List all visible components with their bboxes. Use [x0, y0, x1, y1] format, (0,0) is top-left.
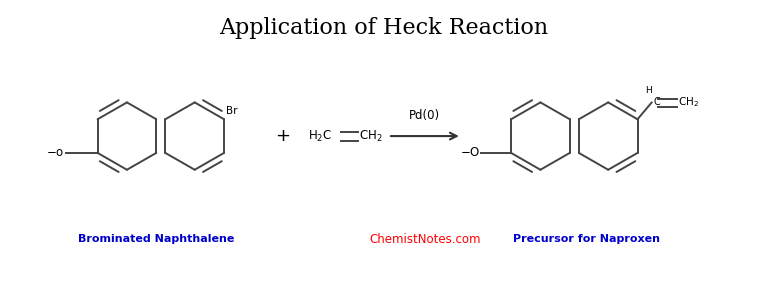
- Text: ChemistNotes.com: ChemistNotes.com: [369, 233, 481, 246]
- Text: Br: Br: [226, 106, 237, 116]
- Text: $\mathregular{CH_2}$: $\mathregular{CH_2}$: [677, 96, 699, 109]
- Text: C: C: [654, 96, 660, 107]
- Text: H: H: [645, 86, 652, 95]
- Text: $-$o: $-$o: [46, 146, 65, 160]
- Text: Application of Heck Reaction: Application of Heck Reaction: [220, 17, 548, 39]
- Text: $-$O: $-$O: [460, 146, 480, 160]
- Text: Precursor for Naproxen: Precursor for Naproxen: [513, 234, 660, 244]
- Text: +: +: [275, 127, 290, 145]
- Text: Pd(0): Pd(0): [409, 109, 440, 122]
- Text: $\mathregular{H_2C}$: $\mathregular{H_2C}$: [308, 128, 333, 144]
- Text: Brominated Naphthalene: Brominated Naphthalene: [78, 234, 234, 244]
- Text: $\mathregular{CH_2}$: $\mathregular{CH_2}$: [359, 128, 382, 144]
